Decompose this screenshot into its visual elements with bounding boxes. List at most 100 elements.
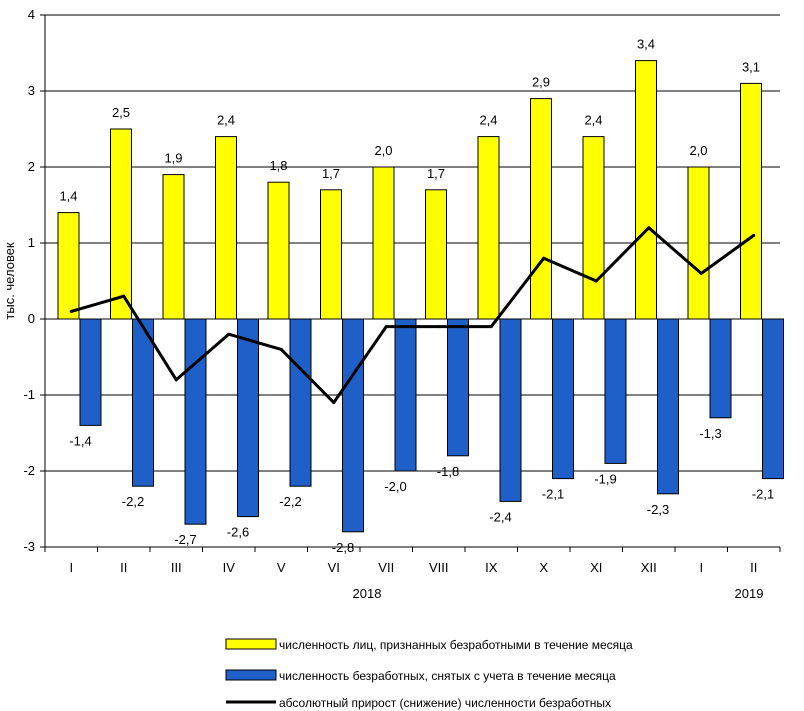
x-tick-label: XII (641, 560, 657, 575)
x-tick-label: IX (485, 560, 498, 575)
bar-registered (320, 189, 342, 320)
line-point (752, 233, 756, 237)
line-point (227, 332, 231, 336)
x-tick-label: XI (590, 560, 602, 575)
bar-registered-label: 1,4 (59, 189, 77, 204)
bar-deregistered-label: -2,1 (752, 487, 774, 502)
line-point (384, 325, 388, 329)
bar-registered (582, 136, 605, 320)
bar-deregistered-label: -2,2 (279, 494, 301, 509)
legend-swatch (225, 669, 277, 681)
bar-registered (162, 174, 185, 320)
bar-registered-label: 1,9 (164, 151, 182, 166)
bar-deregistered (289, 318, 312, 487)
bar-registered-label: 2,9 (532, 75, 550, 90)
line-point (542, 256, 546, 260)
bar-deregistered-label: -2,4 (489, 509, 511, 524)
bar-registered-label: 1,8 (269, 158, 287, 173)
x-tick-label: V (277, 560, 286, 575)
x-tick-label: X (539, 560, 548, 575)
y-axis-label: тыс. человек (2, 242, 17, 320)
line-point (594, 279, 598, 283)
x-tick-label: VIII (429, 560, 449, 575)
y-tick-label: 1 (28, 235, 35, 250)
y-tick-label: -2 (23, 463, 35, 478)
bar-registered (740, 82, 762, 320)
bar-registered (477, 136, 500, 320)
bar-registered-label: 2,4 (584, 113, 602, 128)
bar-deregistered-label: -1,8 (437, 464, 459, 479)
bar-deregistered (394, 318, 417, 472)
bar-deregistered-label: -2,2 (122, 494, 144, 509)
bar-registered-label: 3,4 (637, 37, 655, 52)
line-point (69, 309, 73, 313)
y-tick-labels: 4 3 2 1 0 -1 -2 -3 (23, 7, 35, 554)
year-label-2019: 2019 (735, 586, 764, 601)
x-tick-label: II (120, 560, 127, 575)
bar-deregistered (184, 318, 207, 525)
x-tick-label: I (699, 560, 703, 575)
x-tick-label: I (69, 560, 73, 575)
bar-deregistered (79, 318, 102, 426)
bar-deregistered (762, 318, 784, 480)
bar-registered-label: 3,1 (742, 59, 760, 74)
bars (57, 60, 784, 533)
bar-deregistered-label: -2,7 (174, 532, 196, 547)
bar-registered (425, 189, 447, 320)
bar-deregistered-label: -2,1 (542, 487, 564, 502)
legend-swatch (225, 638, 277, 650)
line-point (279, 347, 283, 351)
bar-deregistered-label: -2,0 (384, 479, 406, 494)
bar-registered (110, 128, 132, 320)
bar-deregistered-label: -1,4 (69, 433, 91, 448)
bar-registered (372, 166, 395, 320)
y-tick-label: 4 (28, 7, 35, 22)
x-tick-label: VI (328, 560, 340, 575)
x-tick-labels: I II III IV V VI VII VIII IX X XI XII I II (69, 560, 757, 575)
y-tick-label: 3 (28, 83, 35, 98)
bar-registered-label: 2,0 (374, 143, 392, 158)
bar-registered-label: 1,7 (427, 166, 445, 181)
y-tick-label: 2 (28, 159, 35, 174)
bar-registered-label: 2,4 (217, 113, 235, 128)
bar-deregistered (657, 318, 679, 495)
bar-deregistered-label: -1,9 (594, 471, 616, 486)
series-line-net-change (70, 226, 755, 405)
bar-registered-label: 2,4 (479, 113, 497, 128)
line-point (437, 325, 441, 329)
line-point (122, 294, 126, 298)
x-tick-label: IV (223, 560, 236, 575)
axes (40, 14, 781, 552)
bar-registered (687, 166, 710, 320)
line-point (174, 378, 178, 382)
x-tick-label: II (750, 560, 757, 575)
bar-deregistered (709, 318, 732, 419)
legend-label: численность лиц, признанных безработными… (279, 638, 633, 652)
bar-deregistered (499, 318, 522, 502)
bar-deregistered (342, 318, 364, 533)
line-point (699, 271, 703, 275)
bar-registered (635, 60, 657, 320)
net-change-line (69, 226, 756, 405)
line-point (647, 226, 651, 230)
x-tick-label: VII (378, 560, 394, 575)
bar-deregistered-label: -2,8 (332, 540, 354, 555)
y-tick-label: -1 (23, 387, 35, 402)
data-labels: 1,4 -1,4 2,5 -2,2 1,9 -2,7 2,4 -2,6 1,8 -2,2 1,7 -2… (59, 37, 774, 555)
bar-registered (530, 98, 552, 320)
legend-label: абсолютный прирост (снижение) численност… (279, 696, 611, 710)
bar-registered-label: 1,7 (322, 166, 340, 181)
bar-registered-label: 2,0 (689, 143, 707, 158)
legend-label: численность безработных, снятых с учета … (279, 669, 616, 683)
bar-registered (215, 136, 237, 320)
bar-deregistered-label: -2,3 (647, 502, 669, 517)
year-label-2018: 2018 (353, 586, 382, 601)
line-point (489, 325, 493, 329)
bar-deregistered (604, 318, 627, 464)
y-tick-label: -3 (23, 539, 35, 554)
bar-deregistered (132, 318, 154, 487)
bar-deregistered (237, 318, 259, 518)
line-point (332, 401, 336, 405)
x-tick-label: III (171, 560, 182, 575)
